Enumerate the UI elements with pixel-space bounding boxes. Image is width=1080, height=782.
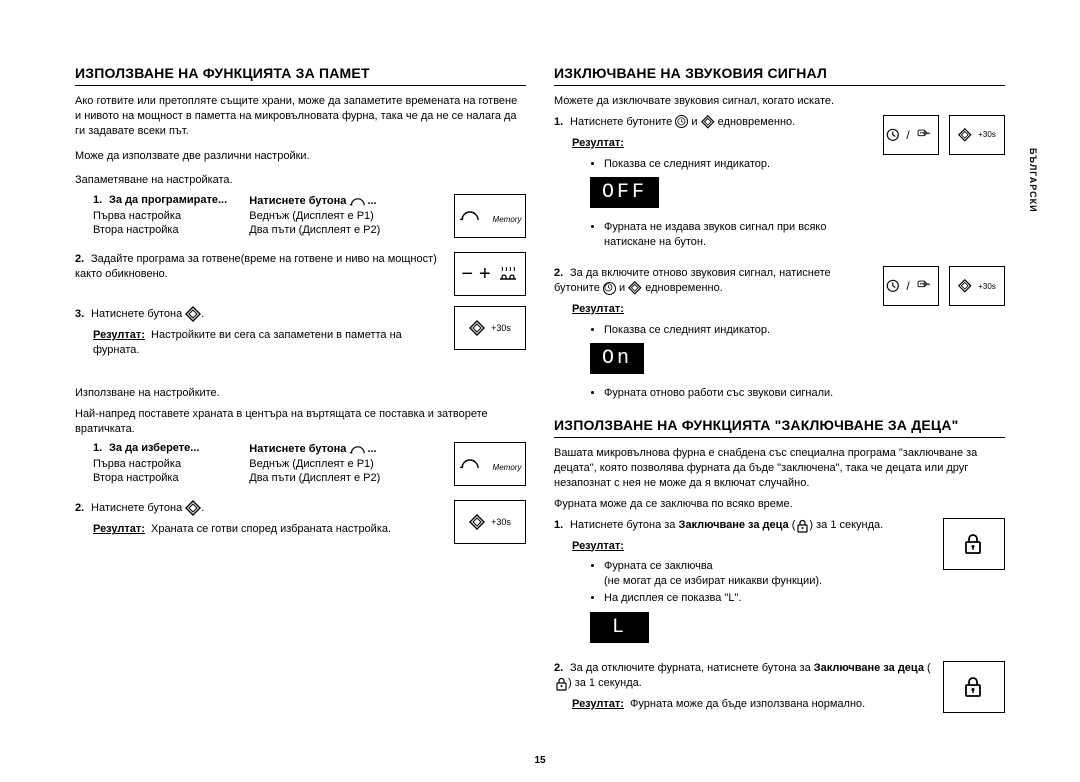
diamond-icon bbox=[628, 281, 642, 295]
lock-icon bbox=[554, 676, 568, 690]
lock-icon bbox=[795, 518, 809, 532]
childlock-intro-1: Вашата микровълнова фурна е снабдена със… bbox=[554, 446, 1005, 491]
display-off: OFF bbox=[590, 177, 659, 208]
beeper-heading: ИЗКЛЮЧВАНЕ НА ЗВУКОВИЯ СИГНАЛ bbox=[554, 65, 1005, 86]
clock-key-icons: / +30s bbox=[883, 115, 1005, 155]
using-intro: Най-напред поставете храната в центъра н… bbox=[75, 407, 526, 437]
childlock-heading: ИЗПОЛЗВАНЕ НА ФУНКЦИЯТА "ЗАКЛЮЧВАНЕ ЗА Д… bbox=[554, 417, 1005, 438]
display-on: On bbox=[590, 343, 644, 374]
clock-icon bbox=[675, 115, 688, 128]
power-time-icon: −+ bbox=[454, 252, 526, 296]
using-title: Използване на настройките. bbox=[75, 386, 526, 401]
memory-button-icon: Memory bbox=[454, 442, 526, 486]
program-table: 1.За да програмирате... Натиснете бутона… bbox=[75, 194, 442, 236]
clock-icon bbox=[603, 282, 616, 295]
plus30s-icon: +30s bbox=[454, 500, 526, 544]
plus30s-icon: +30s bbox=[454, 306, 526, 350]
childlock-intro-2: Фурната може да се заключва по всяко вре… bbox=[554, 497, 1005, 512]
select-table: 1.За да изберете... Натиснете бутона ...… bbox=[75, 442, 442, 484]
memory-heading: ИЗПОЛЗВАНЕ НА ФУНКЦИЯТА ЗА ПАМЕТ bbox=[75, 65, 526, 86]
page-number: 15 bbox=[534, 755, 545, 766]
display-L: L bbox=[590, 612, 649, 643]
diamond-icon bbox=[185, 500, 201, 516]
memory-button-icon: Memory bbox=[454, 194, 526, 238]
lock-button-icon bbox=[943, 661, 1005, 713]
saving-title: Запаметяване на настройката. bbox=[75, 173, 526, 188]
left-column: ИЗПОЛЗВАНЕ НА ФУНКЦИЯТА ЗА ПАМЕТ Ако гот… bbox=[75, 65, 526, 727]
diamond-icon bbox=[185, 306, 201, 322]
memory-intro-1: Ако готвите или претопляте същите храни,… bbox=[75, 94, 526, 139]
memory-arc-icon bbox=[349, 194, 367, 208]
memory-intro-2: Може да използвате две различни настройк… bbox=[75, 149, 526, 164]
lock-button-icon bbox=[943, 518, 1005, 570]
beeper-intro: Можете да изключвате звуковия сигнал, ко… bbox=[554, 94, 1005, 109]
memory-arc-icon bbox=[349, 442, 367, 456]
language-tab: БЪЛГАРСКИ bbox=[1028, 148, 1038, 213]
clock-key-icons: / +30s bbox=[883, 266, 1005, 306]
right-column: ИЗКЛЮЧВАНЕ НА ЗВУКОВИЯ СИГНАЛ Можете да … bbox=[554, 65, 1005, 727]
diamond-icon bbox=[701, 115, 715, 129]
